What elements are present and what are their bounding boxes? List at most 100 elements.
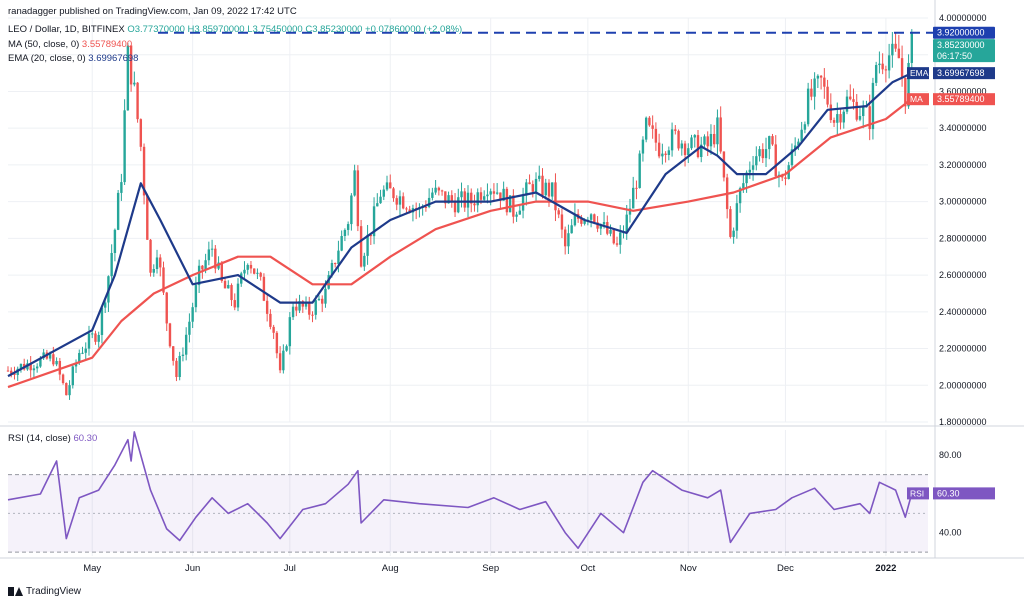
candle-body-168 (551, 182, 554, 197)
candle-body-17 (61, 374, 65, 384)
candle-body-95 (314, 300, 317, 315)
candle-body-88 (291, 306, 295, 318)
candle-body-275 (897, 48, 901, 59)
candle-body-240 (784, 177, 787, 179)
ma-legend[interactable]: MA (50, close, 0) 3.55789400 (8, 39, 132, 50)
candle-body-61 (204, 260, 207, 270)
candle-body-137 (450, 195, 454, 202)
candle-body-274 (894, 43, 897, 49)
ema-badge-value: 3.69967698 (937, 68, 985, 78)
ma50-line (7, 97, 913, 389)
ma-legend-value: 3.55789400 (81, 39, 133, 50)
candle-body-149 (489, 191, 492, 195)
candle-body-0 (6, 370, 10, 372)
candle-body-59 (197, 265, 201, 286)
ma-badge-name: MA (910, 94, 923, 104)
candle-body-246 (803, 124, 807, 130)
candle-body-22 (78, 353, 81, 363)
candle-body-218 (712, 133, 716, 145)
candle-body-266 (868, 106, 871, 130)
candle-body-76 (252, 268, 256, 274)
candle-body-101 (333, 263, 337, 265)
candle-body-100 (330, 263, 334, 276)
x-tick-1: Jun (185, 563, 200, 574)
candle-body-249 (813, 78, 816, 97)
ema-legend[interactable]: EMA (20, close, 0) 3.69967698 (8, 53, 138, 64)
candle-body-54 (181, 354, 185, 356)
candle-body-41 (139, 119, 143, 147)
candle-body-1 (10, 370, 13, 374)
candle-body-228 (745, 172, 748, 184)
candle-body-164 (538, 175, 541, 179)
candle-body-207 (677, 130, 680, 149)
candle-body-20 (71, 366, 74, 386)
candle-body-35 (120, 182, 123, 193)
candle-body-15 (55, 360, 58, 365)
price-tick-6: 2.80000000 (939, 233, 987, 243)
resistance-badge-bg (933, 26, 995, 39)
candle-body-175 (573, 213, 577, 226)
candle-body-82 (272, 326, 275, 333)
last-price-badge-bg (933, 39, 995, 63)
x-tick-2: Jul (284, 563, 296, 574)
candle-body-199 (651, 125, 654, 129)
candle-body-150 (492, 191, 496, 194)
last-price-badge-text-0: 3.85230000 (937, 40, 985, 50)
candle-body-60 (201, 265, 204, 270)
footer-brand[interactable]: TradingView (8, 586, 81, 597)
candle-body-57 (191, 307, 194, 322)
candle-body-160 (525, 182, 528, 196)
candle-body-92 (304, 301, 308, 307)
candle-body-147 (482, 196, 486, 200)
candle-body-69 (230, 285, 233, 301)
candle-body-210 (687, 148, 690, 155)
candle-body-243 (793, 145, 797, 150)
rsi-badge-value-bg (933, 487, 995, 500)
candle-body-212 (693, 135, 696, 138)
candle-body-215 (703, 136, 706, 145)
candle-body-195 (638, 153, 641, 188)
candle-body-219 (716, 117, 719, 145)
candle-body-242 (790, 149, 794, 166)
rsi-line (7, 431, 913, 549)
candle-body-217 (709, 133, 713, 147)
rsi-legend[interactable]: RSI (14, close) 60.30 (8, 433, 97, 444)
candle-body-271 (884, 69, 888, 71)
candle-body-163 (534, 178, 538, 192)
candle-body-103 (340, 236, 343, 251)
price-tick-3: 3.40000000 (939, 123, 987, 133)
candle-body-204 (667, 150, 671, 155)
candle-body-186 (609, 229, 612, 234)
price-tick-9: 2.20000000 (939, 344, 987, 354)
candle-body-56 (188, 321, 191, 335)
candle-body-66 (220, 262, 224, 281)
candle-body-106 (350, 195, 353, 225)
candle-body-87 (288, 317, 292, 347)
candle-body-171 (560, 214, 564, 230)
candle-body-33 (113, 229, 117, 254)
candle-body-152 (499, 192, 502, 201)
candle-body-254 (829, 104, 833, 121)
rsi-badge-value: 60.30 (937, 488, 960, 498)
candle-body-183 (599, 224, 603, 229)
rsi-badge-name-bg (907, 487, 929, 500)
x-tick-7: Dec (777, 563, 794, 574)
candle-body-191 (625, 214, 628, 233)
candle-body-258 (842, 111, 845, 123)
candle-body-173 (567, 233, 570, 247)
candle-body-279 (910, 32, 914, 63)
price-tick-2: 3.60000000 (939, 86, 987, 96)
candle-body-78 (259, 272, 262, 277)
candle-body-120 (395, 198, 398, 205)
candle-body-107 (353, 170, 356, 196)
candle-body-43 (146, 195, 149, 240)
candle-body-136 (447, 195, 450, 204)
candle-body-51 (172, 346, 175, 361)
candle-body-236 (771, 136, 774, 145)
candle-body-233 (761, 149, 764, 159)
candle-body-67 (223, 280, 227, 289)
ema-legend-value: 3.69967698 (88, 53, 139, 64)
candle-body-113 (372, 206, 376, 237)
candle-body-142 (466, 192, 470, 208)
